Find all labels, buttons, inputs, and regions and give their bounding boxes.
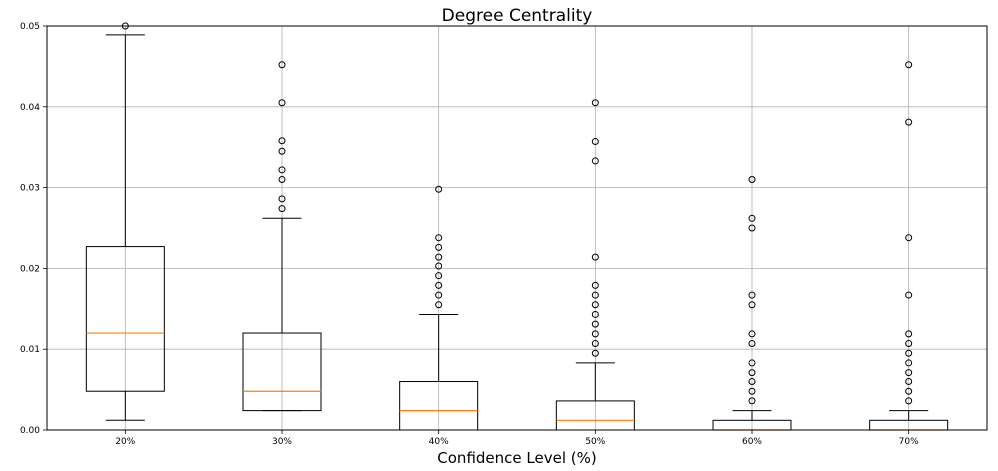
outlier-point	[748, 378, 756, 386]
outlier-point	[748, 330, 756, 338]
outlier-point	[278, 61, 286, 69]
outlier-point	[748, 291, 756, 299]
x-tick-label: 60%	[742, 437, 762, 447]
outlier-point	[748, 359, 756, 367]
y-tick-label: 0.01	[20, 345, 40, 355]
outlier-point	[278, 99, 286, 107]
outlier-point	[591, 310, 599, 318]
outlier-point	[278, 205, 286, 213]
y-tick-label: 0.00	[20, 426, 40, 436]
outlier-point	[278, 195, 286, 203]
box-20pct	[85, 22, 165, 421]
outlier-point	[591, 99, 599, 107]
y-tick-label: 0.05	[20, 22, 40, 32]
outlier-point	[435, 281, 443, 289]
outlier-point	[905, 291, 913, 299]
outlier-point	[591, 330, 599, 338]
outlier-point	[905, 359, 913, 367]
outlier-point	[591, 253, 599, 261]
x-axis-label: Confidence Level (%)	[437, 449, 596, 467]
outlier-point	[905, 340, 913, 348]
outlier-point	[748, 397, 756, 405]
grid-lines	[47, 25, 987, 431]
x-tick-label: 50%	[585, 437, 605, 447]
outlier-point	[905, 234, 913, 242]
x-tick-label: 20%	[115, 437, 135, 447]
x-tick-label: 30%	[272, 437, 292, 447]
outlier-point	[905, 118, 913, 126]
outlier-point	[435, 291, 443, 299]
outlier-point	[435, 234, 443, 242]
outlier-point	[905, 387, 913, 395]
outlier-point	[435, 243, 443, 251]
outlier-point	[435, 272, 443, 280]
outlier-point	[435, 262, 443, 270]
outlier-point	[905, 330, 913, 338]
outlier-point	[748, 301, 756, 309]
outlier-point	[905, 61, 913, 69]
outlier-point	[591, 349, 599, 357]
outlier-point	[591, 320, 599, 328]
box-iqr	[85, 246, 165, 392]
y-axis: 0.00 0.01 0.02 0.03 0.04 0.05	[20, 22, 47, 436]
x-tick-label: 40%	[429, 437, 449, 447]
outlier-point	[278, 166, 286, 174]
outlier-point	[905, 378, 913, 386]
outlier-point	[748, 340, 756, 348]
outlier-point	[278, 137, 286, 145]
plot-frame	[46, 25, 988, 431]
y-tick-label: 0.03	[20, 184, 40, 194]
outlier-point	[748, 369, 756, 377]
outlier-point	[905, 349, 913, 357]
y-tick-label: 0.02	[20, 264, 40, 274]
outlier-point	[591, 291, 599, 299]
outlier-point	[435, 185, 443, 193]
outlier-point	[748, 214, 756, 222]
chart-title: Degree Centrality	[442, 6, 593, 26]
outlier-point	[905, 397, 913, 405]
x-axis: 20% 30% 40% 50% 60% 70%	[115, 430, 919, 447]
outlier-point	[591, 281, 599, 289]
outlier-point	[278, 176, 286, 184]
outlier-point	[748, 224, 756, 232]
outlier-point	[591, 138, 599, 146]
outlier-point	[591, 340, 599, 348]
box-30pct	[242, 61, 322, 412]
outlier-point	[905, 369, 913, 377]
outlier-point	[748, 176, 756, 184]
box-iqr	[242, 332, 322, 412]
outlier-point	[591, 157, 599, 165]
x-tick-label: 70%	[899, 437, 919, 447]
outlier-point	[591, 301, 599, 309]
y-tick-label: 0.04	[20, 103, 40, 113]
outlier-point	[435, 253, 443, 261]
outlier-point	[278, 147, 286, 155]
outlier-point	[748, 387, 756, 395]
box-series	[85, 22, 949, 431]
outlier-point	[435, 301, 443, 309]
